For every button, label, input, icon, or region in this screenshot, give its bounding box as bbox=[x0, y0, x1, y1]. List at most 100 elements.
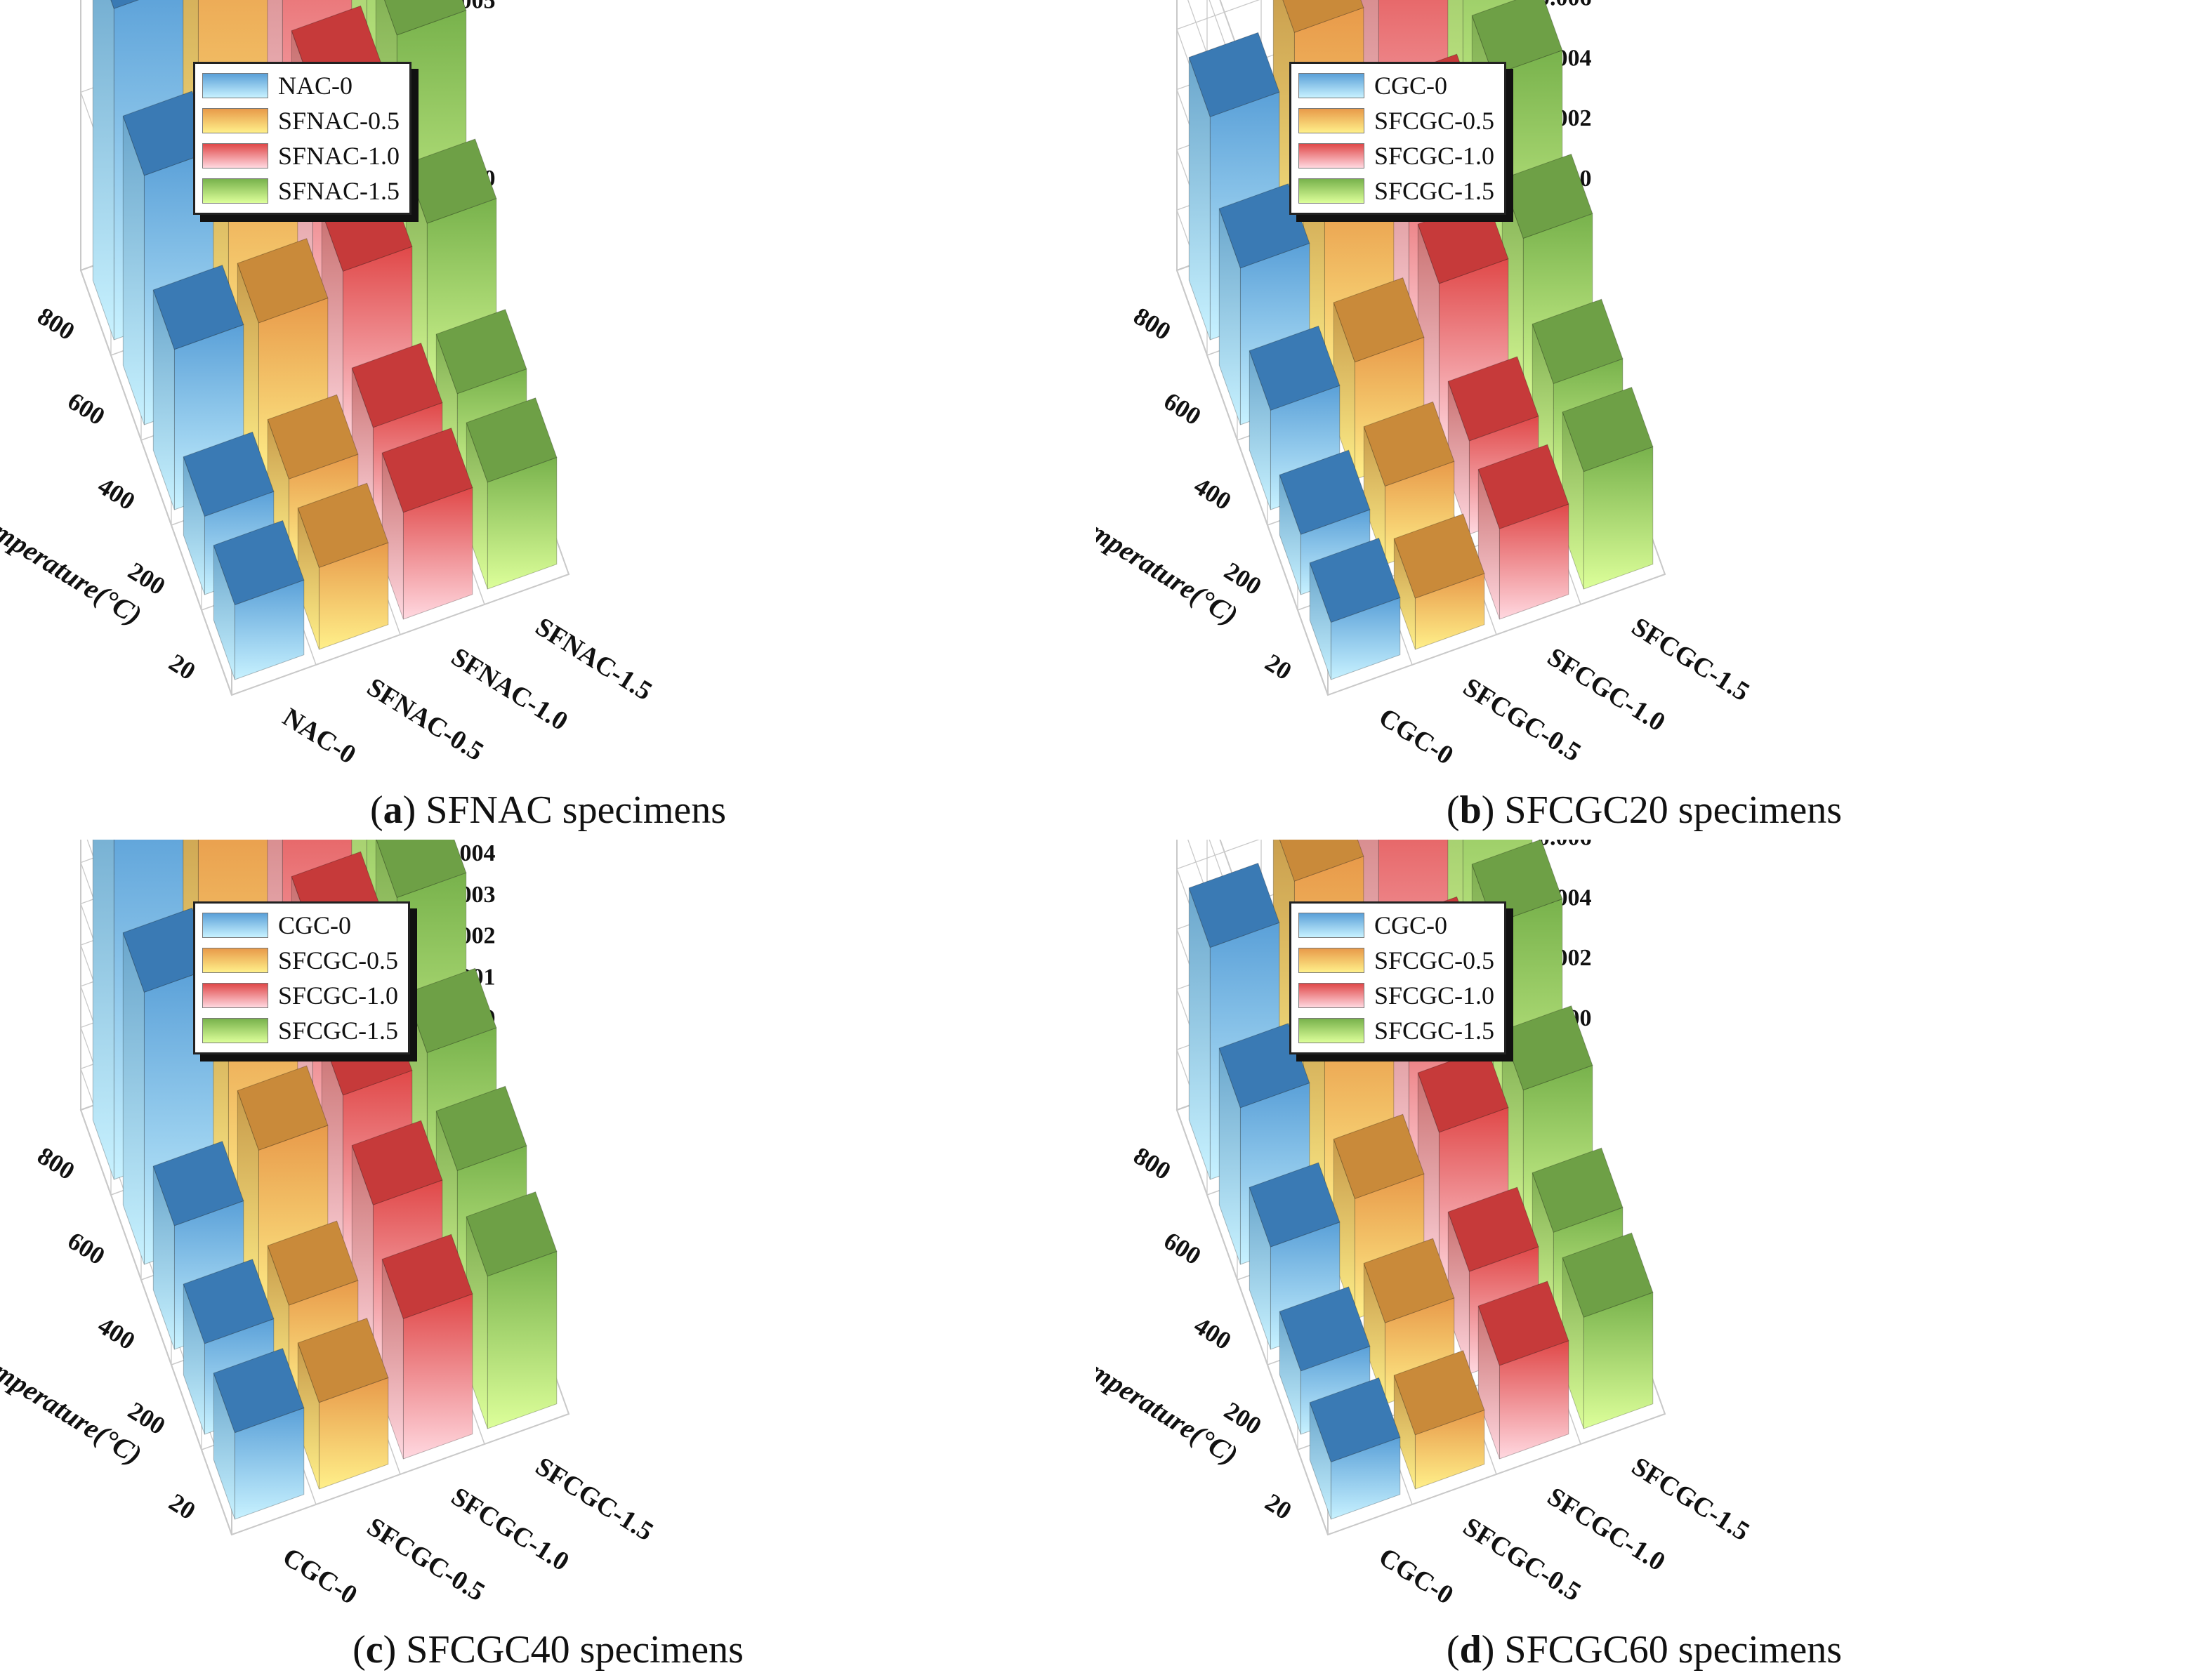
chart-b: 0.0000.0020.0040.0060.0080.0100.012εcp20… bbox=[1096, 0, 1755, 771]
bar-top-face bbox=[1282, 0, 1364, 33]
legend-item: SFCGC-0.5 bbox=[202, 943, 398, 978]
group-tick-label: SFCGC-0.5 bbox=[362, 1512, 489, 1608]
chart-c: 0.0000.0010.0020.0030.0040.0050.0060.007… bbox=[0, 840, 659, 1610]
bar-top-face bbox=[351, 1120, 443, 1205]
bar-front-face bbox=[487, 1250, 558, 1429]
bar-top-face bbox=[1477, 1281, 1569, 1366]
legend-item: SFNAC-1.0 bbox=[202, 138, 400, 173]
group-tick-label: SFCGC-1.5 bbox=[1626, 612, 1754, 708]
bar-top-face bbox=[122, 907, 214, 993]
legend-label: SFNAC-1.0 bbox=[278, 142, 400, 170]
caption-c: (c) SFCGC40 specimens bbox=[353, 1628, 744, 1672]
legend-swatch bbox=[1298, 948, 1364, 973]
legend-item: SFCGC-0.5 bbox=[1298, 103, 1494, 138]
bar-side-face bbox=[92, 0, 114, 340]
legend-item: NAC-0 bbox=[202, 68, 400, 103]
legend-label: SFNAC-1.5 bbox=[278, 177, 400, 205]
bar-side-face bbox=[92, 840, 114, 1180]
legend-label: SFCGC-0.5 bbox=[1374, 107, 1495, 135]
bar-top-face bbox=[1501, 1005, 1593, 1091]
group-tick-label: CGC-0 bbox=[1374, 703, 1458, 771]
legend-swatch bbox=[202, 948, 268, 973]
legend-label: SFCGC-1.0 bbox=[278, 981, 399, 1010]
group-tick-label: CGC-0 bbox=[277, 1542, 362, 1610]
bar-top-face bbox=[466, 397, 558, 483]
bar-top-face bbox=[1249, 1162, 1341, 1248]
bar-top-face bbox=[1249, 325, 1341, 411]
temperature-tick-label: 400 bbox=[1189, 1311, 1236, 1356]
temperature-axis-title: Temperature(°C) bbox=[1096, 1340, 1244, 1471]
legend-item: SFCGC-1.0 bbox=[1298, 978, 1494, 1013]
group-tick-label: SFCGC-1.0 bbox=[446, 1482, 574, 1578]
z-tick-label: 0.006 bbox=[1538, 840, 1592, 850]
temperature-tick-label: 600 bbox=[62, 1226, 110, 1271]
bar-top-face bbox=[381, 428, 473, 513]
temperature-tick-label: 600 bbox=[1159, 387, 1206, 431]
bar-top-face bbox=[1279, 1286, 1371, 1372]
group-tick-label: SFCGC-1.0 bbox=[1542, 1482, 1670, 1578]
bar-top-face bbox=[213, 1348, 305, 1434]
group-tick-label: SFCGC-1.0 bbox=[1542, 642, 1670, 738]
legend-swatch bbox=[1298, 1018, 1364, 1043]
bar-top-face bbox=[1188, 862, 1280, 948]
legend-item: CGC-0 bbox=[1298, 908, 1494, 943]
bar-top-face bbox=[152, 1141, 244, 1226]
temperature-tick-label: 800 bbox=[32, 302, 79, 346]
panel-a: 0.0000.0050.010εcp20200400600800Temperat… bbox=[0, 0, 1096, 840]
legend-item: SFCGC-1.5 bbox=[1298, 1013, 1494, 1048]
legend-swatch bbox=[202, 983, 268, 1008]
bar-SFCGC-1.5-20 bbox=[1562, 386, 1654, 590]
bar-top-face bbox=[1333, 277, 1425, 363]
legend-item: SFCGC-1.5 bbox=[202, 1013, 398, 1048]
bar-top-face bbox=[297, 482, 389, 568]
legend-swatch bbox=[202, 1018, 268, 1043]
legend-label: SFCGC-1.5 bbox=[1374, 1017, 1495, 1045]
bar-top-face bbox=[1309, 1377, 1401, 1463]
legend: NAC-0 SFNAC-0.5 SFNAC-1.0 SFNAC-1.5 bbox=[193, 62, 412, 215]
bar-top-face bbox=[152, 265, 244, 350]
bar-top-face bbox=[1471, 0, 1563, 76]
bar-top-face bbox=[267, 394, 359, 479]
legend-label: CGC-0 bbox=[1374, 911, 1448, 939]
bars bbox=[92, 0, 558, 680]
temperature-tick-label: 600 bbox=[62, 387, 110, 431]
bar-top-face bbox=[267, 1220, 359, 1306]
bar-top-face bbox=[1279, 449, 1371, 535]
bar-SFCGC-0.5-20 bbox=[297, 1318, 389, 1490]
bar-top-face bbox=[381, 1233, 473, 1319]
temperature-axis-title: Temperature(°C) bbox=[0, 501, 147, 631]
legend-label: CGC-0 bbox=[1374, 72, 1448, 100]
bar-SFCGC-1.0-20 bbox=[1477, 1281, 1569, 1460]
bar-top-face bbox=[1393, 513, 1485, 599]
bar-top-face bbox=[1279, 840, 1364, 882]
caption-b: (b) SFCGC20 specimens bbox=[1446, 788, 1843, 832]
group-tick-label: SFCGC-0.5 bbox=[1458, 673, 1586, 768]
panel-d: 0.0000.0020.0040.0060.0080.0100.012εcp20… bbox=[1096, 840, 2192, 1679]
temperature-tick-label: 800 bbox=[1128, 302, 1175, 346]
bar-top-face bbox=[384, 0, 467, 36]
bar-top-face bbox=[466, 1191, 558, 1277]
bar-SFCGC-0.5-20 bbox=[1393, 1350, 1485, 1490]
legend-label: SFCGC-1.5 bbox=[1374, 177, 1495, 205]
bar-top-face bbox=[435, 309, 527, 395]
bar-top-face bbox=[405, 967, 497, 1053]
bar-top-face bbox=[110, 0, 139, 9]
bar-top-face bbox=[1309, 537, 1401, 623]
bar-top-face bbox=[297, 1318, 389, 1403]
legend-swatch bbox=[1298, 913, 1364, 938]
bar-top-face bbox=[1218, 1023, 1310, 1109]
bar-top-face bbox=[1188, 32, 1280, 117]
bar-top-face bbox=[1218, 183, 1310, 269]
temperature-tick-label: 400 bbox=[1189, 472, 1236, 516]
bar-top-face bbox=[122, 91, 214, 176]
bar-top-face bbox=[183, 431, 275, 517]
bar-CGC-0-20 bbox=[1309, 537, 1401, 680]
legend-label: SFCGC-1.5 bbox=[278, 1017, 399, 1045]
legend-item: CGC-0 bbox=[1298, 68, 1494, 103]
chart-d: 0.0000.0020.0040.0060.0080.0100.012εcp20… bbox=[1096, 840, 1755, 1610]
legend-item: SFCGC-1.0 bbox=[202, 978, 398, 1013]
bar-top-face bbox=[1363, 1238, 1455, 1323]
bar-top-face bbox=[1477, 444, 1569, 529]
bar-top-face bbox=[1447, 356, 1539, 442]
